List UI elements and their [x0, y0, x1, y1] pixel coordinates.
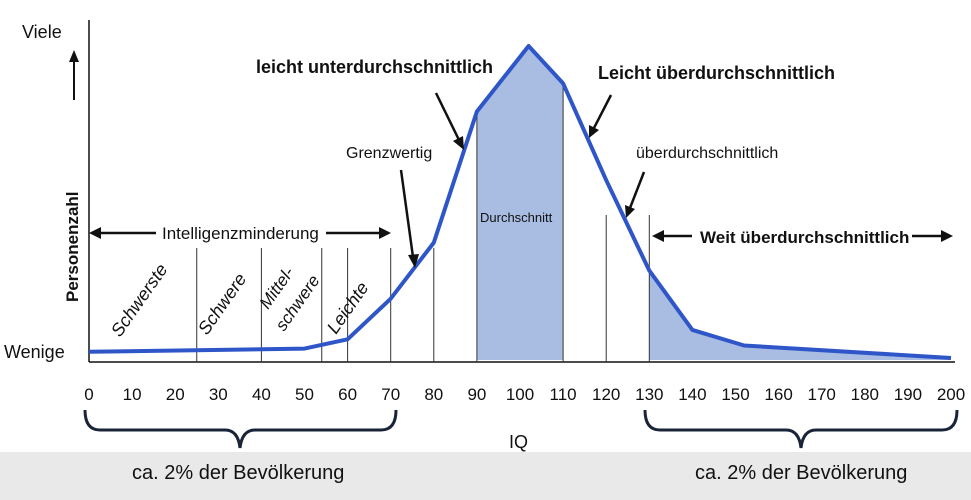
shaded-areas [476, 46, 951, 360]
x-tick-80: 80 [424, 385, 443, 404]
ueber-arrowhead [625, 205, 635, 218]
schwere-label: Schwere [194, 269, 251, 338]
x-tick-200: 200 [937, 385, 965, 404]
intelligenzminderung-arrowhead-right [379, 227, 391, 239]
weit-ueber-label: Weit überdurchschnittlich [700, 228, 909, 247]
leicht-unter-arrow-line [434, 92, 461, 141]
leicht-unter-label: leicht unterdurchschnittlich [256, 57, 493, 77]
x-tick-130: 130 [635, 385, 663, 404]
x-tick-110: 110 [550, 385, 577, 404]
leicht-ueber-label: Leicht überdurchschnittlich [598, 63, 835, 83]
grenzwertig-label: Grenzwertig [346, 145, 432, 162]
ueber-label: überdurchschnittlich [636, 145, 778, 162]
x-axis-title: IQ [509, 432, 528, 452]
x-tick-190: 190 [894, 385, 922, 404]
shaded-range-0 [476, 46, 564, 360]
y-bottom-label: Wenige [4, 342, 65, 362]
ueber-arrow-line [628, 171, 646, 209]
grenzwertig-arrow-line [399, 169, 415, 258]
x-tick-160: 160 [764, 385, 792, 404]
footer-left-note: ca. 2% der Bevölkerung [132, 462, 345, 484]
leicht-unter-arrowhead [453, 136, 464, 150]
left-brace [83, 409, 398, 449]
x-tick-140: 140 [678, 385, 706, 404]
x-tick-120: 120 [592, 385, 620, 404]
x-tick-70: 70 [381, 385, 400, 404]
weit-ueber-arrowhead-left [652, 230, 664, 242]
footer-right-note: ca. 2% der Bevölkerung [695, 462, 908, 484]
intelligenzminderung-label: Intelligenzminderung [162, 224, 319, 243]
x-tick-150: 150 [721, 385, 749, 404]
right-brace [643, 409, 959, 449]
leicht-ueber-arrowhead [589, 125, 599, 138]
x-tick-180: 180 [851, 385, 879, 404]
x-tick-30: 30 [209, 385, 228, 404]
x-tick-labels: 0 10 20 30 40 50 60 70 80 90 100 110 120 130 140 150 160… [84, 385, 965, 404]
y-top-label: Viele [22, 22, 62, 42]
distribution-curve [88, 44, 952, 360]
x-tick-90: 90 [467, 385, 486, 404]
x-tick-0: 0 [84, 385, 93, 404]
x-tick-100: 100 [506, 385, 534, 404]
x-tick-170: 170 [808, 385, 836, 404]
schwerste-label: Schwerste [107, 260, 172, 340]
divider-lines [196, 83, 650, 362]
x-tick-50: 50 [295, 385, 314, 404]
durchschnitt-label: Durchschnitt [480, 210, 553, 225]
shaded-range-1 [649, 270, 951, 360]
y-up-arrow-head [69, 50, 79, 62]
leicht-ueber-arrow-line [592, 94, 613, 129]
iq-distribution-chart: Viele Wenige Personenzahl 0 10 20 30 40 50 60 7… [4, 20, 965, 452]
weit-ueber-arrowhead-right [941, 230, 953, 242]
x-tick-20: 20 [166, 385, 185, 404]
x-tick-60: 60 [338, 385, 357, 404]
intelligenzminderung-arrowhead-left [89, 227, 101, 239]
footer-band: ca. 2% der Bevölkerung ca. 2% der Bevölk… [0, 452, 971, 500]
x-tick-10: 10 [123, 385, 142, 404]
x-tick-40: 40 [252, 385, 271, 404]
grenzwertig-arrowhead [408, 254, 419, 268]
y-axis-title: Personenzahl [63, 191, 82, 302]
